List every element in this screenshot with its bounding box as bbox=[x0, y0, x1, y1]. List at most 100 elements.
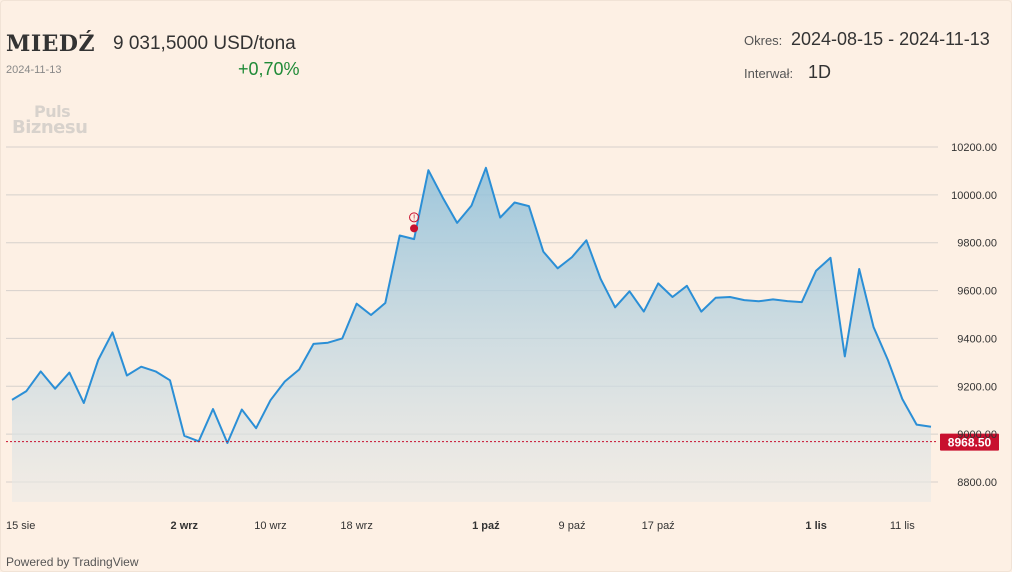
data-point bbox=[514, 202, 516, 204]
x-axis: 15 sie 2 wrz 10 wrz 18 wrz 1 paź 9 paź 17 paź 1… bbox=[6, 520, 915, 532]
data-point bbox=[801, 301, 803, 303]
data-point bbox=[212, 408, 214, 410]
data-point bbox=[384, 302, 386, 304]
quote-date: 2024-11-13 bbox=[6, 64, 62, 76]
period-selector[interactable]: 2024-08-15 - 2024-11-13 bbox=[791, 29, 990, 49]
data-point bbox=[83, 402, 85, 404]
y-tick-label: 9200.00 bbox=[957, 381, 997, 393]
price-change: +0,70% bbox=[238, 59, 300, 79]
event-marker-icon bbox=[409, 212, 420, 223]
x-tick-label: 18 wrz bbox=[340, 520, 372, 532]
x-tick-label: 2 wrz bbox=[171, 520, 199, 532]
x-tick-label: 1 paź bbox=[472, 520, 500, 532]
x-tick-label: 15 sie bbox=[6, 520, 35, 532]
data-point bbox=[901, 398, 903, 400]
last-value-badge bbox=[940, 433, 999, 451]
data-point bbox=[844, 355, 846, 357]
data-point bbox=[499, 217, 501, 219]
event-marker-dot bbox=[410, 224, 419, 233]
data-point bbox=[399, 235, 401, 237]
data-point bbox=[356, 303, 358, 305]
data-point bbox=[327, 342, 329, 344]
data-point bbox=[183, 435, 185, 437]
data-point bbox=[930, 426, 932, 428]
interval-selector[interactable]: 1D bbox=[808, 62, 832, 82]
y-tick-label: 9600.00 bbox=[957, 286, 997, 298]
data-point bbox=[557, 267, 559, 269]
y-axis: 8800.00 9000.00 9200.00 9400.00 9600.00 9800.… bbox=[951, 142, 997, 489]
data-point bbox=[772, 298, 774, 300]
data-point bbox=[169, 379, 171, 381]
data-point bbox=[255, 427, 257, 429]
data-point bbox=[815, 270, 817, 272]
y-tick-label: 10000.00 bbox=[951, 190, 997, 202]
x-tick-label: 17 paź bbox=[642, 520, 675, 532]
data-point bbox=[729, 296, 731, 298]
data-point bbox=[858, 268, 860, 270]
data-point bbox=[672, 296, 674, 298]
logo-line-2: Biznesu bbox=[12, 117, 88, 138]
data-point bbox=[643, 311, 645, 313]
data-point bbox=[758, 300, 760, 302]
y-tick-label: 9400.00 bbox=[957, 333, 997, 345]
data-point bbox=[68, 372, 70, 374]
last-value-line-group: 8968.50 bbox=[6, 433, 999, 451]
data-point bbox=[456, 222, 458, 224]
y-tick-label: 8800.00 bbox=[957, 477, 997, 489]
data-point bbox=[700, 311, 702, 313]
price-area bbox=[12, 167, 931, 503]
logo-line-1: Puls bbox=[34, 102, 71, 121]
data-point bbox=[585, 239, 587, 241]
puls-biznesu-logo: Puls Biznesu bbox=[12, 102, 88, 138]
data-point bbox=[657, 282, 659, 284]
data-point bbox=[313, 343, 315, 345]
data-point bbox=[629, 290, 631, 292]
data-point bbox=[97, 359, 99, 361]
data-point bbox=[241, 409, 243, 411]
data-point bbox=[126, 375, 128, 377]
data-point bbox=[427, 169, 429, 171]
data-point bbox=[155, 370, 157, 372]
x-tick-label: 1 lis bbox=[805, 520, 826, 532]
data-point bbox=[614, 306, 616, 308]
price-line-group bbox=[11, 166, 932, 444]
data-point bbox=[25, 390, 27, 392]
data-point bbox=[341, 337, 343, 339]
data-point bbox=[413, 238, 415, 240]
data-point bbox=[471, 205, 473, 207]
data-point bbox=[830, 257, 832, 259]
data-point bbox=[54, 388, 56, 390]
y-tick-label: 10200.00 bbox=[951, 142, 997, 154]
data-point bbox=[600, 278, 602, 280]
data-point bbox=[370, 314, 372, 316]
powered-by-link[interactable]: Powered by TradingView bbox=[6, 555, 139, 569]
x-tick-label: 10 wrz bbox=[254, 520, 286, 532]
data-point bbox=[112, 331, 114, 333]
data-point bbox=[528, 205, 530, 207]
data-point bbox=[786, 300, 788, 302]
data-point bbox=[298, 369, 300, 371]
x-tick-label: 11 lis bbox=[890, 520, 915, 532]
event-marker-label: ! bbox=[413, 213, 415, 222]
data-point bbox=[571, 256, 573, 258]
data-point bbox=[743, 299, 745, 301]
data-point bbox=[270, 399, 272, 401]
data-point bbox=[715, 297, 717, 299]
data-point bbox=[226, 442, 228, 444]
event-marker-group: ! bbox=[409, 212, 420, 233]
data-point bbox=[686, 285, 688, 287]
current-price: 9 031,5000 USD/tona bbox=[113, 33, 296, 54]
data-point bbox=[11, 399, 13, 401]
x-tick-label: 9 paź bbox=[559, 520, 586, 532]
y-tick-label: 9800.00 bbox=[957, 238, 997, 250]
data-point bbox=[40, 370, 42, 372]
data-point bbox=[542, 251, 544, 253]
data-point bbox=[442, 197, 444, 199]
data-point bbox=[916, 424, 918, 426]
last-value-label: 8968.50 bbox=[948, 436, 992, 450]
data-point bbox=[284, 381, 286, 383]
y-tick-label: 9000.00 bbox=[957, 429, 997, 441]
period-label: Okres: bbox=[744, 33, 783, 48]
price-line bbox=[11, 166, 932, 444]
